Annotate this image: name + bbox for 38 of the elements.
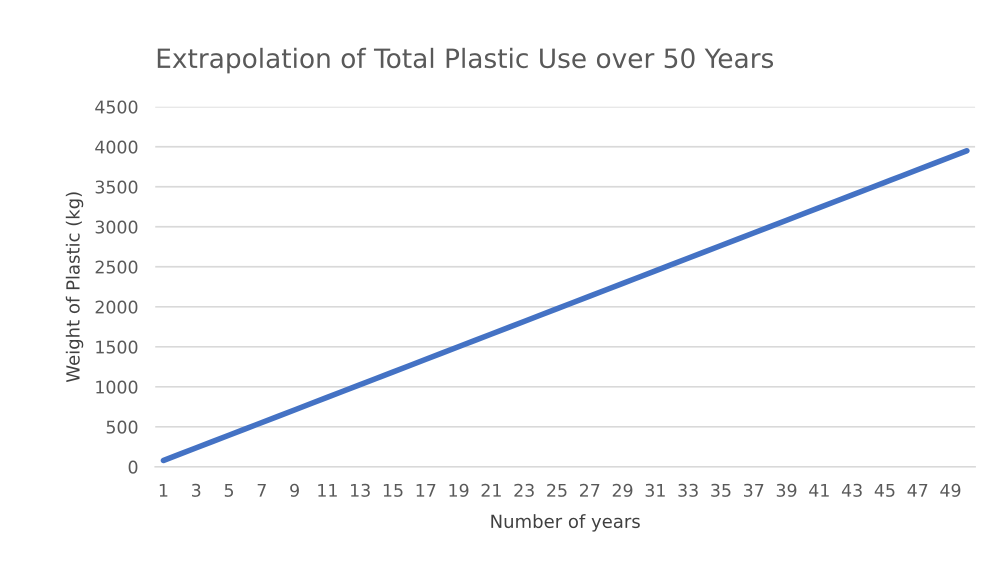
chart-title: Extrapolation of Total Plastic Use over 50 Years: [158, 48, 774, 74]
y-tick-label: 2000: [96, 300, 138, 314]
y-axis-title: Weight of Plastic (kg): [66, 192, 84, 382]
y-tick-label: 1500: [96, 340, 138, 354]
y-tick-label: 4000: [95, 140, 138, 154]
x-tick-label: 1: [160, 484, 168, 497]
x-tick-label: 17: [416, 484, 436, 497]
x-tick-label: 25: [547, 484, 566, 497]
y-tick-label: 1000: [96, 380, 138, 394]
x-tick-label: 33: [678, 484, 698, 497]
x-tick-label: 13: [351, 484, 370, 497]
x-tick-label: 31: [646, 484, 665, 497]
x-tick-label: 49: [940, 484, 960, 497]
x-tick-label: 39: [776, 484, 796, 497]
x-tick-label: 23: [514, 484, 534, 497]
x-axis-title: Number of years: [491, 514, 640, 532]
x-tick-label: 15: [384, 484, 403, 497]
y-tick-label: 2500: [96, 260, 138, 274]
y-tick-label: 3500: [96, 180, 138, 194]
y-tick-label: 500: [106, 420, 138, 434]
x-tick-label: 5: [224, 484, 234, 497]
x-tick-label: 29: [612, 484, 632, 497]
y-tick-label: 4500: [95, 100, 138, 114]
x-tick-label: 27: [580, 484, 600, 497]
y-tick-label: 0: [128, 460, 138, 474]
x-tick-label: 41: [809, 484, 829, 497]
x-tick-label: 19: [449, 484, 468, 497]
x-tick-label: 35: [711, 484, 730, 497]
x-tick-label: 47: [908, 484, 928, 497]
x-tick-label: 11: [318, 484, 337, 497]
x-tick-label: 21: [482, 484, 501, 497]
x-tick-label: 3: [192, 484, 200, 497]
y-tick-label: 3000: [96, 220, 138, 234]
x-tick-label: 45: [874, 484, 894, 497]
x-tick-label: 7: [258, 484, 266, 497]
x-tick-label: 9: [290, 484, 299, 497]
x-tick-label: 43: [842, 484, 862, 497]
x-tick-label: 37: [744, 484, 764, 497]
